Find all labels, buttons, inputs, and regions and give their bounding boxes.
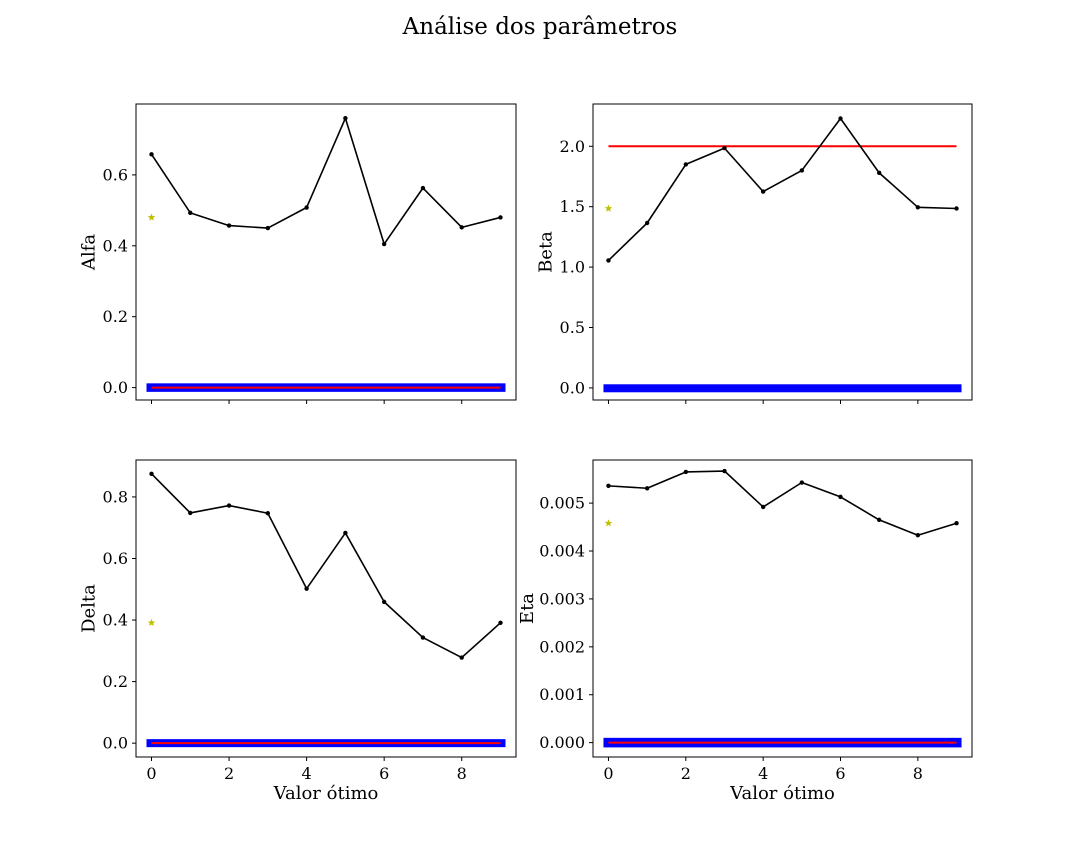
data-point-alfa [498,215,503,220]
xtick-label-delta: 6 [379,764,389,783]
data-point-delta [381,599,387,605]
optimal-star-delta [147,618,156,627]
data-point-eta [954,521,959,526]
ytick-label-eta: 0.002 [539,637,585,656]
ytick-label-delta: 0.4 [103,611,128,630]
ylabel-eta: Eta [517,593,538,624]
data-point-alfa [459,225,464,230]
ytick-label-beta: 1.5 [560,197,585,216]
data-point-alfa [304,205,309,210]
xtick-label-eta: 6 [835,764,845,783]
ytick-label-delta: 0.8 [103,487,128,506]
data-point-beta [838,116,843,121]
data-point-eta [838,494,843,500]
ytick-label-eta: 0.003 [539,589,585,608]
xtick-label-delta: 2 [224,764,234,783]
xtick-label-delta: 0 [146,764,156,783]
data-point-beta [760,189,766,194]
series-line-eta [608,470,957,537]
axes-frame-delta [135,459,517,758]
data-point-delta [498,620,503,626]
data-point-eta [876,517,882,523]
optimal-star-eta [604,519,613,527]
data-point-eta [722,468,727,474]
data-point-eta [606,483,611,489]
ytick-label-alfa: 0.6 [103,165,128,184]
data-point-alfa [265,225,271,231]
data-point-beta [722,145,727,151]
data-point-beta [644,220,650,226]
data-point-beta [606,258,611,263]
data-point-beta [683,162,689,167]
data-point-delta [420,635,426,640]
data-point-delta [265,511,271,516]
ytick-label-eta: 0.004 [539,542,585,561]
data-point-delta [343,530,348,536]
ytick-label-beta: 0.0 [560,378,585,397]
ytick-label-eta: 0.001 [539,685,585,704]
ytick-label-eta: 0.005 [539,494,585,513]
data-point-alfa [149,152,154,157]
ytick-label-alfa: 0.4 [103,236,128,255]
xtick-label-eta: 0 [603,764,613,783]
xlabel-eta: Valor ótimo [729,783,835,804]
data-point-beta [876,170,882,176]
xlabel-delta: Valor ótimo [273,783,379,804]
ylabel-beta: Beta [535,231,556,273]
ylabel-delta: Delta [78,584,99,633]
ytick-label-beta: 1.0 [560,258,585,277]
xtick-label-delta: 8 [457,764,467,783]
data-point-delta [226,503,232,508]
axes-frame-eta [592,459,973,758]
ytick-label-alfa: 0.2 [103,307,128,326]
data-point-eta [683,469,689,475]
xtick-label-eta: 8 [913,764,923,783]
data-point-eta [644,486,650,491]
subplot-delta: 0.0 0.2 0.4 0.6 0.8 0 2 4 6 8 Delta Valor ótimo [78,459,517,804]
series-line-alfa [150,117,501,245]
ytick-label-alfa: 0.0 [103,378,128,397]
ytick-label-delta: 0.6 [103,549,128,568]
data-point-alfa [381,241,387,247]
subplots: 0.00.20.40.6Alfa0.00.51.01.52.0Beta0.00.… [78,103,973,804]
optimal-star-beta [604,204,613,212]
data-point-delta [149,471,154,477]
subplot-eta: 0.000 0.001 0.002 0.003 0.004 0.005 0 2 4 6 8 Eta Va… [517,459,973,804]
ytick-label-delta: 0.2 [103,672,128,691]
data-point-beta [915,205,921,210]
data-point-alfa [343,115,348,121]
data-point-alfa [226,223,232,228]
data-point-eta [915,533,921,538]
xtick-label-delta: 4 [302,764,312,783]
data-point-beta [954,206,959,211]
data-point-eta [799,480,805,485]
axes-frame-alfa [135,103,517,401]
data-point-delta [304,586,309,591]
data-point-alfa [188,210,193,216]
ytick-label-beta: 0.5 [560,318,585,337]
ytick-label-delta: 0.0 [103,734,128,753]
axes-frame-beta [592,103,973,401]
series-line-beta [607,117,957,262]
figure-title: Análise dos parâmetros [402,14,678,40]
data-point-delta [459,655,464,660]
optimal-star-alfa [147,213,156,221]
subplot-alfa: 0.0 0.2 0.4 0.6 Alfa [78,103,517,404]
xtick-label-eta: 2 [681,764,691,783]
ytick-label-beta: 2.0 [560,137,585,156]
data-point-eta [760,504,766,510]
bound-band-beta [603,384,962,393]
xtick-label-eta: 4 [758,764,768,783]
subplot-beta: 0.0 0.5 1.0 1.5 2.0 Beta [535,103,973,404]
ylabel-alfa: Alfa [78,234,99,271]
data-point-delta [188,510,193,516]
data-point-beta [799,168,805,173]
series-line-delta [150,473,502,659]
ytick-label-eta: 0.000 [539,733,585,752]
data-point-alfa [420,185,426,191]
